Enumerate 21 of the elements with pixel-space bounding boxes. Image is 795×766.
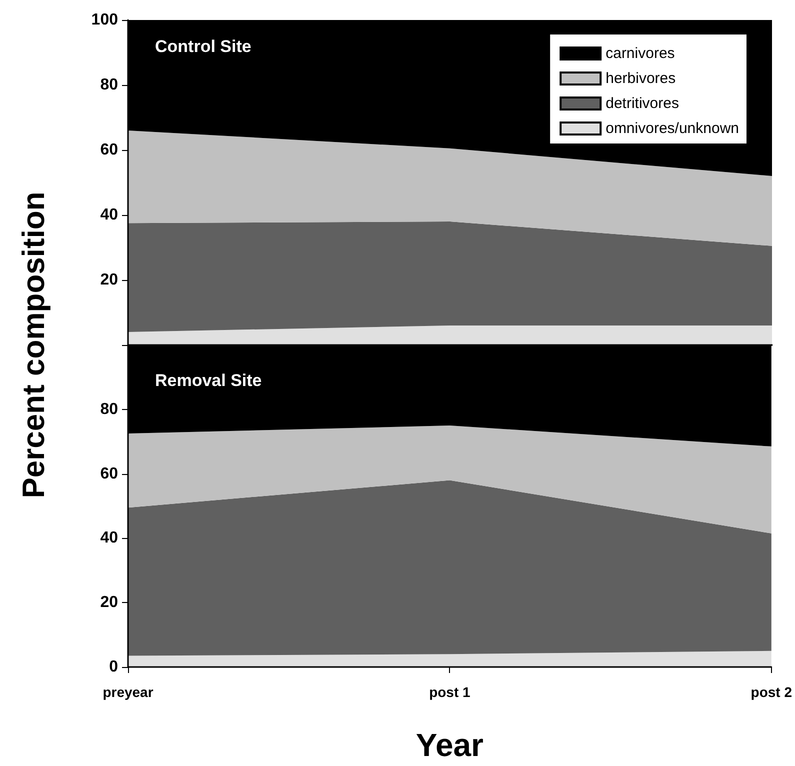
x-tick-label: post 2 bbox=[750, 684, 792, 700]
y-tick-label: 80 bbox=[100, 400, 118, 418]
y-tick-label: 60 bbox=[100, 142, 118, 158]
x-tick-label: post 1 bbox=[429, 684, 471, 700]
legend-label: carnivores bbox=[606, 45, 675, 62]
text: Control Site bbox=[155, 37, 252, 56]
legend-label: omnivores/unknown bbox=[606, 120, 740, 137]
y-tick-label: 60 bbox=[100, 465, 118, 482]
y-tick-label: 40 bbox=[100, 206, 118, 224]
x-axis-title: Year bbox=[416, 727, 484, 763]
y-tick-label: 0 bbox=[109, 658, 118, 676]
x-tick-label: preyear bbox=[102, 684, 154, 700]
y-tick-label: 20 bbox=[100, 594, 118, 612]
legend-label: detritivores bbox=[606, 95, 679, 112]
y-tick-label: 40 bbox=[100, 530, 118, 547]
y-tick-label: 80 bbox=[100, 76, 118, 94]
y-tick-label: 100 bbox=[91, 12, 118, 28]
legend-label: herbivores bbox=[606, 70, 676, 87]
y-axis-title: Percent composition bbox=[16, 192, 52, 498]
y-tick-label: 20 bbox=[100, 272, 118, 288]
text: Removal Site bbox=[155, 371, 262, 390]
